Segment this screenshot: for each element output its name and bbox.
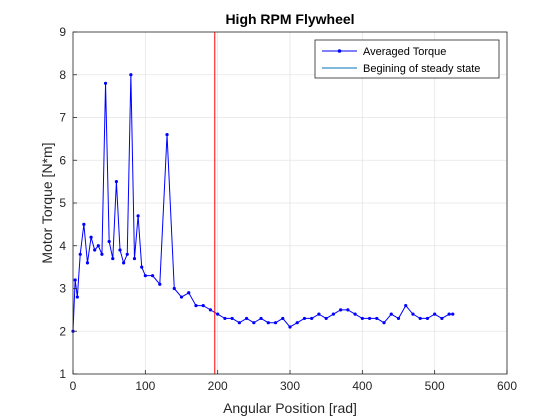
averaged-torque-point bbox=[451, 312, 455, 316]
averaged-torque-point bbox=[295, 321, 299, 325]
averaged-torque-point bbox=[302, 316, 307, 321]
averaged-torque-point bbox=[172, 286, 176, 291]
averaged-torque-point bbox=[310, 316, 314, 321]
averaged-torque-point bbox=[382, 321, 386, 325]
averaged-torque-point bbox=[375, 316, 379, 321]
y-tick-label: 8 bbox=[59, 68, 66, 82]
averaged-torque-point bbox=[389, 312, 393, 316]
averaged-torque-point bbox=[75, 295, 79, 299]
averaged-torque-point bbox=[114, 180, 118, 184]
x-axis: 0 100 200 300 400 500 600 bbox=[70, 370, 517, 393]
averaged-torque-point bbox=[111, 256, 115, 261]
averaged-torque-point bbox=[331, 312, 335, 316]
y-tick-label: 2 bbox=[59, 324, 66, 338]
averaged-torque-point bbox=[339, 308, 343, 312]
averaged-torque-point bbox=[122, 261, 126, 265]
averaged-torque-point bbox=[179, 295, 184, 299]
averaged-torque-point bbox=[100, 252, 104, 256]
y-axis: 1 2 3 4 5 6 7 8 9 bbox=[59, 25, 77, 381]
averaged-torque-point bbox=[237, 321, 241, 325]
averaged-torque-point bbox=[425, 316, 430, 321]
averaged-torque-point bbox=[78, 252, 82, 256]
averaged-torque-point bbox=[447, 312, 451, 316]
averaged-torque-point bbox=[411, 312, 415, 316]
averaged-torque-point bbox=[85, 261, 90, 265]
averaged-torque-point bbox=[396, 316, 401, 321]
x-tick-label: 100 bbox=[135, 379, 155, 393]
averaged-torque-point bbox=[223, 316, 227, 321]
y-tick-label: 7 bbox=[59, 111, 66, 125]
averaged-torque-point bbox=[125, 252, 129, 256]
y-axis-label: Motor Torque [N*m] bbox=[39, 142, 55, 263]
averaged-torque-point bbox=[208, 308, 213, 312]
averaged-torque-point bbox=[324, 316, 328, 321]
averaged-torque-point bbox=[118, 248, 122, 252]
x-axis-label: Angular Position [rad] bbox=[223, 400, 357, 416]
y-tick-label: 3 bbox=[59, 282, 66, 296]
averaged-torque-point bbox=[353, 312, 357, 316]
y-tick-label: 6 bbox=[59, 153, 66, 167]
series-layer bbox=[71, 32, 455, 374]
averaged-torque-point bbox=[418, 316, 422, 321]
x-tick-label: 300 bbox=[280, 379, 300, 393]
averaged-torque-point bbox=[93, 248, 97, 252]
averaged-torque-point bbox=[346, 308, 350, 312]
legend-label-averaged-torque: Averaged Torque bbox=[363, 46, 446, 58]
x-tick-label: 0 bbox=[70, 379, 77, 393]
averaged-torque-point bbox=[158, 282, 162, 286]
y-tick-label: 1 bbox=[59, 367, 66, 381]
y-tick-label: 5 bbox=[59, 196, 66, 210]
x-tick-label: 600 bbox=[497, 379, 517, 393]
averaged-torque-point bbox=[107, 239, 111, 244]
averaged-torque-point bbox=[150, 274, 155, 278]
y-tick-label: 9 bbox=[59, 25, 66, 39]
x-tick-label: 400 bbox=[352, 379, 372, 393]
averaged-torque-point bbox=[433, 312, 437, 316]
chart-title: High RPM Flywheel bbox=[225, 11, 354, 27]
y-tick-label: 4 bbox=[59, 239, 66, 253]
legend-box bbox=[314, 39, 500, 79]
averaged-torque-point bbox=[187, 291, 191, 295]
averaged-torque-point bbox=[201, 304, 205, 308]
legend-marker-averaged-torque bbox=[337, 49, 342, 53]
averaged-torque-point bbox=[143, 274, 147, 278]
legend-label-steady-state: Begining of steady state bbox=[363, 63, 480, 75]
averaged-torque-point bbox=[132, 256, 137, 261]
averaged-torque-point bbox=[103, 81, 108, 85]
averaged-torque-point bbox=[245, 316, 249, 321]
averaged-torque-point bbox=[440, 316, 444, 321]
averaged-torque-point bbox=[129, 73, 133, 77]
averaged-torque-point bbox=[216, 312, 220, 316]
averaged-torque-point bbox=[73, 278, 77, 282]
averaged-torque-point bbox=[252, 321, 256, 325]
averaged-torque-point bbox=[404, 304, 408, 308]
averaged-torque-point bbox=[96, 244, 100, 248]
legend[interactable]: Averaged Torque Begining of steady state bbox=[314, 39, 500, 79]
averaged-torque-point bbox=[367, 316, 372, 321]
averaged-torque-point bbox=[259, 316, 263, 321]
averaged-torque-point bbox=[281, 316, 285, 321]
x-tick-label: 500 bbox=[425, 379, 445, 393]
averaged-torque-point bbox=[273, 321, 278, 325]
averaged-torque-point bbox=[165, 133, 169, 137]
averaged-torque-point bbox=[194, 304, 198, 308]
averaged-torque-point bbox=[82, 222, 86, 226]
averaged-torque-point bbox=[136, 214, 140, 218]
averaged-torque-point bbox=[360, 316, 364, 321]
averaged-torque-point bbox=[317, 312, 321, 316]
averaged-torque-point bbox=[89, 235, 93, 239]
averaged-torque-point bbox=[288, 325, 292, 329]
averaged-torque-point bbox=[266, 321, 270, 325]
x-tick-label: 200 bbox=[208, 379, 228, 393]
averaged-torque-point bbox=[140, 265, 144, 269]
averaged-torque-point bbox=[230, 316, 234, 321]
